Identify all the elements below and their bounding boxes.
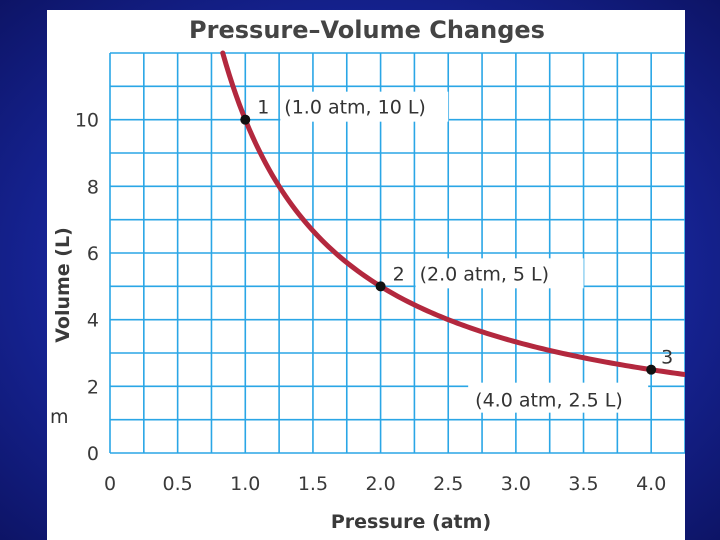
point-label-1: 1 [257,97,269,119]
annotation-backdrop [415,258,584,289]
pv-curve [220,50,685,378]
annotation-backdrop [468,382,649,413]
x-tick-label: 1.0 [230,473,260,495]
x-tick-label: 4.0 [636,473,666,495]
x-tick-label: 3.5 [568,473,598,495]
x-axis-label: Pressure (atm) [331,511,491,533]
x-tick-label: 0 [104,473,116,495]
data-points: 1 (1.0 atm, 10 L) 2 (2.0 atm, 5 L) 3 (4.0 atm… [240,91,673,413]
x-tick-label: 2.0 [365,473,395,495]
y-tick-label: 6 [87,243,99,265]
chart: 1 (1.0 atm, 10 L) 2 (2.0 atm, 5 L) 3 (4.0 atm… [50,16,685,533]
y-axis-label: Volume (L) [52,227,74,343]
x-tick-label: 0.5 [163,473,193,495]
point-annotation-1: (1.0 atm, 10 L) [284,97,426,119]
data-point-1 [240,114,251,125]
x-tick-label: 2.5 [433,473,463,495]
y-tick-labels: 0 2 4 6 8 10 [75,110,99,465]
y-tick-label: 10 [75,110,99,132]
point-annotation-2: (2.0 atm, 5 L) [420,263,549,285]
y-tick-label: 2 [87,376,99,398]
point-label-2: 2 [393,263,405,285]
data-point-3 [646,364,657,375]
annotation-backdrop [280,91,449,122]
x-tick-label: 3.0 [501,473,531,495]
point-annotation-3: (4.0 atm, 2.5 L) [475,390,623,412]
stray-text: m [50,406,69,428]
y-tick-label: 4 [87,310,99,332]
y-tick-label: 8 [87,176,99,198]
x-tick-labels: 0 0.5 1.0 1.5 2.0 2.5 3.0 3.5 4.0 [104,473,666,495]
chart-title: Pressure–Volume Changes [189,16,545,44]
slide-panel: 1 (1.0 atm, 10 L) 2 (2.0 atm, 5 L) 3 (4.0 atm… [47,10,685,540]
x-tick-label: 1.5 [298,473,328,495]
data-point-2 [375,281,386,292]
y-tick-label: 0 [87,443,99,465]
point-label-3: 3 [661,347,673,369]
